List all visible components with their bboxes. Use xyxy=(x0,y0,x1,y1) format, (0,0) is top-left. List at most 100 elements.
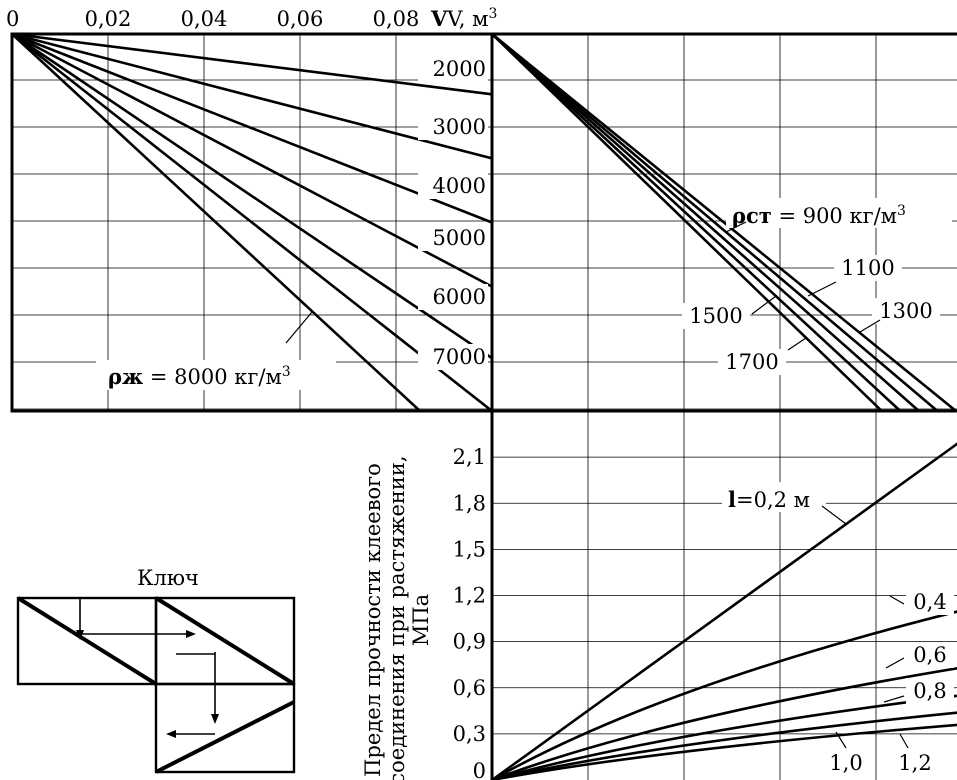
line-rho-structure-1300 xyxy=(491,33,920,412)
label-length-0-6: 0,6 xyxy=(913,643,946,667)
label-bg-5000 xyxy=(418,225,488,251)
y-axis-title-line-1: Предел прочности клеевого xyxy=(361,463,385,777)
x-tick-label: 0,06 xyxy=(277,7,324,31)
top-left-labels: 2000 3000 4000 5000 6000 7000 ρж = 8000 кг/м3 xyxy=(96,56,488,390)
annotation-rho-liquid-symbol: ρж xyxy=(108,364,143,389)
label-bg-length-1,2 xyxy=(891,750,939,776)
y-tick-label: 0,3 xyxy=(453,722,486,746)
y-tick-label: 2,1 xyxy=(453,445,486,469)
leader-length-1-0 xyxy=(835,731,847,749)
label-bg-3000 xyxy=(418,114,488,140)
x-tick-label: 0 xyxy=(6,7,19,31)
label-rho-liquid-7000: 7000 xyxy=(433,345,486,369)
leader-length-0-6 xyxy=(885,657,905,669)
line-rho-liquid-3000 xyxy=(11,32,493,160)
grid-lines xyxy=(12,34,957,780)
curve-length-0-6 xyxy=(491,666,957,780)
annotation-rho-structure-text: = 900 кг/м xyxy=(772,204,897,228)
line-rho-liquid-8000 xyxy=(11,33,421,412)
y-tick-label: 0,9 xyxy=(453,630,486,654)
panel-frames xyxy=(10,32,957,780)
label-bg-length-02 xyxy=(722,482,826,512)
line-rho-structure-1100 xyxy=(491,33,939,412)
line-rho-liquid-7000 xyxy=(11,32,493,413)
label-bg-structure-1700 xyxy=(718,349,786,375)
label-bg-7000 xyxy=(418,344,488,370)
strength-curves xyxy=(491,442,957,780)
label-rho-liquid-4000: 4000 xyxy=(433,174,486,198)
annotation-rho-liquid: ρж = 8000 кг/м3 xyxy=(108,364,291,389)
label-rho-structure-1100: 1100 xyxy=(841,256,894,280)
y-tick-label: 1,2 xyxy=(453,584,486,608)
key-arrowheads xyxy=(76,630,219,738)
label-rho-structure-1300: 1300 xyxy=(879,299,932,323)
key-box-bottom-right xyxy=(154,682,296,774)
line-rho-liquid-5000 xyxy=(11,32,493,288)
curve-length-0-8 xyxy=(491,694,957,780)
key-diagram: Ключ xyxy=(16,566,296,774)
y-tick-label: 1,8 xyxy=(453,491,486,515)
line-rho-liquid-4000 xyxy=(11,32,493,224)
key-diag-1 xyxy=(16,596,158,686)
density-liquid-lines xyxy=(11,32,493,413)
annotation-bg-liquid xyxy=(96,360,336,390)
x-axis-title-text: V, м xyxy=(446,7,488,31)
label-rho-structure-1700: 1700 xyxy=(725,350,778,374)
annotation-rho-liquid-sup: 3 xyxy=(282,364,291,380)
annotation-bg-structure xyxy=(726,198,952,228)
label-length-0-4: 0,4 xyxy=(913,590,946,614)
label-length-02: l=0,2 м xyxy=(728,487,810,512)
line-rho-structure-1700 xyxy=(491,33,883,412)
leader-length-0-8 xyxy=(883,695,905,703)
annotation-rho-structure: ρст = 900 кг/м3 xyxy=(732,203,906,228)
curve-length-0-4 xyxy=(491,610,957,780)
label-rho-structure-1500: 1500 xyxy=(689,304,742,328)
annotation-rho-structure-symbol: ρст xyxy=(732,203,772,228)
line-rho-structure-1500 xyxy=(491,33,902,412)
label-length-text: =0,2 м xyxy=(736,488,810,512)
label-length-1-2: 1,2 xyxy=(898,751,931,775)
x-tick-label: 0,02 xyxy=(85,7,132,31)
y-axis-ticks: 0 0,3 0,6 0,9 1,2 1,5 1,8 2,1 xyxy=(453,445,486,780)
leader-length-02 xyxy=(821,505,847,525)
label-bg-length-1,0 xyxy=(822,750,870,776)
curve-length-0-2-м xyxy=(491,442,957,780)
frame-top-right xyxy=(490,32,957,413)
leader-structure-1500 xyxy=(751,295,777,315)
curve-length-1-2 xyxy=(491,723,957,780)
label-bg-structure-1500 xyxy=(682,303,750,329)
line-rho-liquid-2000 xyxy=(11,32,493,96)
label-length-0-8: 0,8 xyxy=(913,679,946,703)
leader-structure-1300 xyxy=(859,319,881,333)
label-bg-structure-1300 xyxy=(872,298,940,324)
x-tick-label: 0,08 xyxy=(373,7,420,31)
y-tick-label: 1,5 xyxy=(453,537,486,561)
x-axis-ticks: 0 0,02 0,04 0,06 0,08 xyxy=(6,7,419,31)
key-diag-2 xyxy=(154,596,296,686)
label-rho-liquid-2000: 2000 xyxy=(433,57,486,81)
label-bg-4000 xyxy=(418,173,488,199)
label-bg-length-0,8 xyxy=(906,678,954,704)
y-axis-title-line-3: МПа xyxy=(409,594,433,646)
y-axis-title: Предел прочности клеевого соединения при… xyxy=(361,455,433,780)
label-bg-6000 xyxy=(418,284,488,310)
x-axis-title: VV, м3 xyxy=(430,6,497,31)
label-length-symbol: l xyxy=(728,487,736,512)
leader-structure-1100 xyxy=(807,281,837,297)
leader-structure-1700 xyxy=(787,337,807,351)
key-arrows xyxy=(79,598,216,735)
label-bg-structure-1100 xyxy=(834,255,902,281)
y-tick-label: 0,6 xyxy=(453,676,486,700)
label-rho-liquid-3000: 3000 xyxy=(433,115,486,139)
top-right-labels: ρст = 900 кг/м3 1100 1300 1500 1700 xyxy=(682,198,952,375)
label-rho-liquid-5000: 5000 xyxy=(433,226,486,250)
bottom-right-labels: l=0,2 м 0,4 0,6 0,8 1,0 1,2 xyxy=(722,482,954,776)
x-tick-label: 0,04 xyxy=(181,7,228,31)
label-bg-length-0,4 xyxy=(906,589,954,615)
leader-length-0-4 xyxy=(889,595,905,605)
leader-rho-structure xyxy=(725,221,747,233)
label-bg-2000 xyxy=(418,56,488,82)
line-rho-structure-900 xyxy=(491,32,957,413)
curve-length-1-0 xyxy=(491,711,957,780)
